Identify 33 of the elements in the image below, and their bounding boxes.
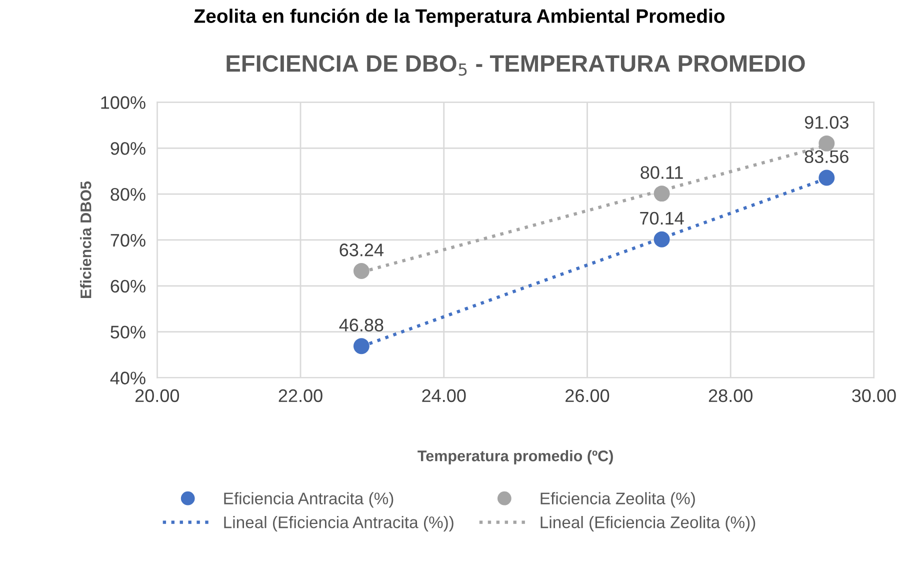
y-axis-title: Eficiencia DBO5 (80, 181, 92, 298)
point (353, 263, 370, 279)
legend-label: Lineal (Eficiencia Antracita (%)) (224, 516, 454, 532)
data-label: 70.14 (640, 212, 684, 225)
x-tick-label: 30.00 (852, 389, 896, 402)
legend-label: Lineal (Eficiencia Zeolita (%)) (540, 516, 756, 532)
chart-title: EFICIENCIA DE DBO$_{5}$ - TEMPERATURA PROMEDIO (226, 55, 805, 76)
legend-label: Eficiencia Antracita (%) (224, 492, 394, 508)
point (353, 338, 370, 354)
x-tick-label: 20.00 (135, 389, 180, 402)
data-label: 83.56 (804, 150, 848, 164)
legend-label: Eficiencia Zeolita (%) (540, 492, 695, 508)
text: Zeolita en función de la Temperatura Ambiental Promedio (194, 8, 725, 27)
x-tick-label: 28.00 (708, 389, 752, 402)
y-tick-label: 40% (110, 372, 146, 384)
point (818, 170, 835, 186)
data-label: 63.24 (340, 244, 384, 256)
x-tick-label: 24.00 (422, 389, 466, 402)
data-label: 91.03 (804, 116, 848, 129)
y-tick-label: 60% (110, 280, 146, 293)
y-tick-label: 50% (110, 326, 146, 339)
x-tick-label: 26.00 (566, 389, 610, 402)
point (654, 231, 670, 248)
y-tick-label: 80% (110, 188, 146, 201)
point (654, 186, 670, 202)
y-tick-label: 70% (110, 234, 146, 247)
x-axis-title: Temperatura promedio (ºC) (418, 450, 613, 464)
y-tick-label: 100% (101, 96, 146, 109)
x-tick-label: 22.00 (278, 389, 322, 402)
point (818, 135, 835, 152)
y-tick-label: 90% (110, 142, 146, 155)
data-label: 46.88 (339, 318, 384, 332)
data-label: 80.11 (640, 166, 683, 179)
